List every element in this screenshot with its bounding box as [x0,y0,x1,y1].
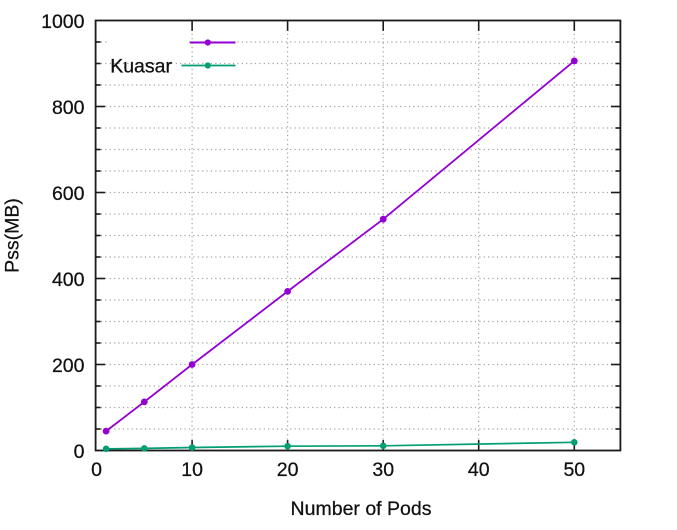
svg-text:600: 600 [52,183,85,205]
svg-text:1000: 1000 [41,11,85,33]
svg-text:50: 50 [563,459,585,481]
svg-text:400: 400 [52,269,85,291]
svg-text:800: 800 [52,97,85,119]
svg-text:40: 40 [468,459,490,481]
svg-text:Number of Pods: Number of Pods [291,498,432,520]
svg-text:200: 200 [52,355,85,377]
svg-text:10: 10 [181,459,203,481]
svg-text:Kuasar: Kuasar [110,56,172,78]
svg-text:0: 0 [74,441,85,463]
svg-text:30: 30 [372,459,394,481]
svg-text:0: 0 [91,459,102,481]
svg-text:20: 20 [277,459,299,481]
svg-text:Pss(MB): Pss(MB) [2,198,24,273]
